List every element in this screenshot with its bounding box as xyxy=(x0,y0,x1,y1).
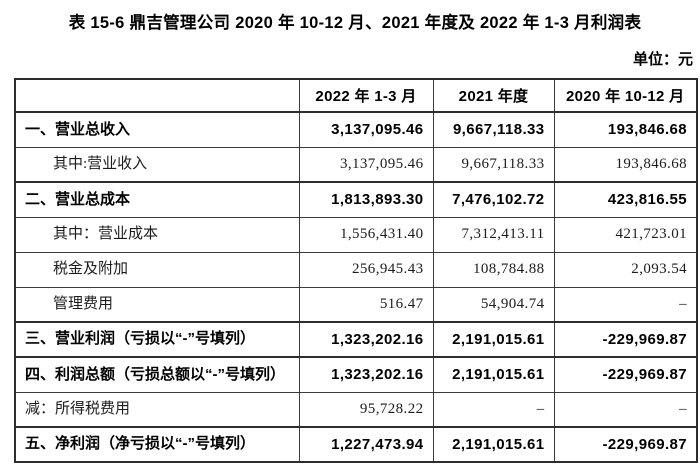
row-label: 二、营业总成本 xyxy=(14,181,300,218)
column-header-2020-q4: 2020 年 10-12 月 xyxy=(553,78,698,113)
cell-2022: 256,945.43 xyxy=(298,251,434,288)
cell-2020: 423,816.55 xyxy=(553,181,698,218)
cell-2022: 1,323,202.16 xyxy=(298,356,434,393)
table-row-total-revenue: 一、营业总收入 3,137,095.46 9,667,118.33 193,84… xyxy=(14,111,698,148)
table-row-income-tax: 减：所得税费用 95,728.22 – – xyxy=(14,391,698,428)
table-row-operating-revenue: 其中:营业收入 3,137,095.46 9,667,118.33 193,84… xyxy=(14,146,698,183)
cell-2020: – xyxy=(553,286,698,323)
cell-2022: 1,556,431.40 xyxy=(298,216,434,253)
cell-2020: 2,093.54 xyxy=(553,251,698,288)
cell-2022: 3,137,095.46 xyxy=(298,146,434,183)
cell-2020: 193,846.68 xyxy=(553,111,698,148)
table-title: 表 15-6 鼎吉管理公司 2020 年 10-12 月、2021 年度及 20… xyxy=(68,14,642,32)
cell-2022: 1,813,893.30 xyxy=(298,181,434,218)
cell-2021: 9,667,118.33 xyxy=(432,146,555,183)
header-row: 2022 年 1-3 月 2021 年度 2020 年 10-12 月 xyxy=(14,78,698,113)
cell-2021: 108,784.88 xyxy=(432,251,555,288)
row-label: 一、营业总收入 xyxy=(14,111,300,148)
cell-2021: 2,191,015.61 xyxy=(432,356,555,393)
row-label: 五、净利润（净亏损以“-”号填列） xyxy=(14,426,300,463)
cell-2022: 1,227,473.94 xyxy=(298,426,434,463)
table-row-total-cost: 二、营业总成本 1,813,893.30 7,476,102.72 423,81… xyxy=(14,181,698,218)
cell-2021: – xyxy=(432,391,555,428)
row-label: 减：所得税费用 xyxy=(14,391,300,428)
cell-2021: 2,191,015.61 xyxy=(432,426,555,463)
row-label: 四、利润总额（亏损总额以“-”号填列） xyxy=(14,356,300,393)
column-header-2022-q1: 2022 年 1-3 月 xyxy=(298,78,434,113)
table-row-operating-cost: 其中：营业成本 1,556,431.40 7,312,413.11 421,72… xyxy=(14,216,698,253)
document-page: 表 15-6 鼎吉管理公司 2020 年 10-12 月、2021 年度及 20… xyxy=(14,14,698,463)
cell-2022: 1,323,202.16 xyxy=(298,321,434,358)
cell-2021: 54,904.74 xyxy=(432,286,555,323)
cell-2020: -229,969.87 xyxy=(553,321,698,358)
cell-2021: 7,476,102.72 xyxy=(432,181,555,218)
column-header-2021: 2021 年度 xyxy=(432,78,555,113)
cell-2020: 193,846.68 xyxy=(553,146,698,183)
cell-2020: -229,969.87 xyxy=(553,426,698,463)
cell-2020: -229,969.87 xyxy=(553,356,698,393)
row-label: 管理费用 xyxy=(14,286,300,323)
cell-2021: 9,667,118.33 xyxy=(432,111,555,148)
cell-2022: 3,137,095.46 xyxy=(298,111,434,148)
table-row-operating-profit: 三、营业利润（亏损以“-”号填列） 1,323,202.16 2,191,015… xyxy=(14,321,698,358)
row-label: 三、营业利润（亏损以“-”号填列） xyxy=(14,321,300,358)
table-row-net-profit: 五、净利润（净亏损以“-”号填列） 1,227,473.94 2,191,015… xyxy=(14,426,698,463)
cell-2021: 7,312,413.11 xyxy=(432,216,555,253)
cell-2020: – xyxy=(553,391,698,428)
cell-2022: 95,728.22 xyxy=(298,391,434,428)
table-row-taxes-surcharges: 税金及附加 256,945.43 108,784.88 2,093.54 xyxy=(14,251,698,288)
table-row-total-profit: 四、利润总额（亏损总额以“-”号填列） 1,323,202.16 2,191,0… xyxy=(14,356,698,393)
row-label: 其中：营业成本 xyxy=(14,216,300,253)
cell-2021: 2,191,015.61 xyxy=(432,321,555,358)
cell-2020: 421,723.01 xyxy=(553,216,698,253)
profit-table: 2022 年 1-3 月 2021 年度 2020 年 10-12 月 一、营业… xyxy=(14,78,698,463)
row-label: 税金及附加 xyxy=(14,251,300,288)
table-row-admin-expense: 管理费用 516.47 54,904.74 – xyxy=(14,286,698,323)
unit-label: 单位：元 xyxy=(632,51,693,68)
column-header-blank xyxy=(14,78,300,113)
cell-2022: 516.47 xyxy=(298,286,434,323)
row-label: 其中:营业收入 xyxy=(14,146,300,183)
